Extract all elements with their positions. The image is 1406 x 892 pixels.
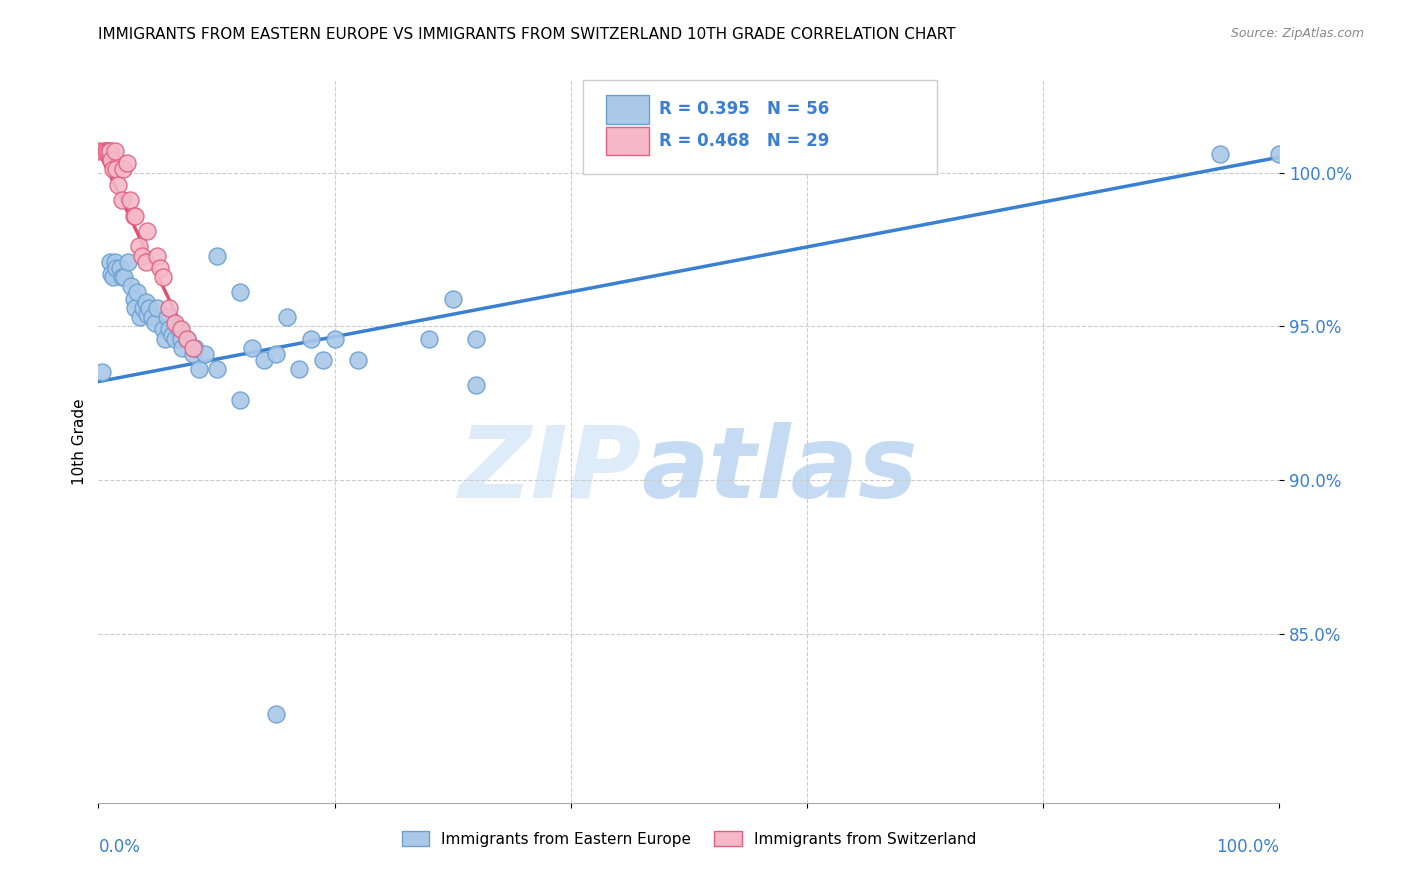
Point [98,144,121,158]
Text: R = 0.468   N = 29: R = 0.468 N = 29 [659,132,830,150]
Point [229,285,252,300]
Point [112,270,135,285]
Point [205,248,228,262]
Point [184,341,207,355]
Point [299,332,322,346]
Point [141,310,163,324]
Point [107,178,129,192]
Point [100,153,122,168]
Legend: Immigrants from Eastern Europe, Immigrants from Switzerland: Immigrants from Eastern Europe, Immigran… [395,825,983,853]
Text: IMMIGRANTS FROM EASTERN EUROPE VS IMMIGRANTS FROM SWITZERLAND 10TH GRADE CORRELA: IMMIGRANTS FROM EASTERN EUROPE VS IMMIGR… [98,27,956,42]
Point [156,310,179,324]
Point [347,353,370,368]
Point [418,332,440,346]
Point [264,347,287,361]
Point [104,144,127,158]
Point [117,254,139,268]
Point [104,254,127,268]
Point [194,347,217,361]
Text: Source: ZipAtlas.com: Source: ZipAtlas.com [1230,27,1364,40]
Point [135,224,157,238]
Text: atlas: atlas [641,422,918,519]
Point [149,260,172,275]
Point [165,332,187,346]
Point [143,316,166,330]
Point [157,301,180,315]
Point [264,706,287,721]
Text: ZIP: ZIP [458,422,641,519]
Point [131,248,153,262]
Point [122,292,145,306]
Point [100,267,122,281]
Point [187,362,209,376]
Point [112,162,135,177]
Point [465,332,488,346]
Point [170,322,193,336]
Point [128,239,150,253]
Point [121,279,143,293]
Point [176,332,198,346]
Point [240,341,263,355]
FancyBboxPatch shape [606,128,648,155]
Point [101,270,124,285]
Point [441,292,464,306]
Point [167,322,190,336]
Point [153,332,176,346]
Point [146,248,169,262]
Point [312,353,335,368]
Text: R = 0.395   N = 56: R = 0.395 N = 56 [659,100,830,118]
Point [253,353,276,368]
Point [465,377,488,392]
Point [229,392,252,407]
Point [1268,147,1291,161]
Point [105,162,128,177]
Point [108,260,131,275]
Point [1209,147,1232,161]
Point [146,301,169,315]
Point [128,310,150,324]
Point [170,332,193,346]
Point [176,332,198,346]
Point [157,322,180,336]
Point [111,270,134,285]
Point [135,294,157,309]
Point [124,209,146,223]
Point [91,365,114,379]
Point [91,144,114,158]
Point [152,270,174,285]
Point [276,310,298,324]
Point [98,254,121,268]
Point [94,144,117,158]
Point [132,301,155,315]
Text: 100.0%: 100.0% [1216,838,1279,855]
Point [135,254,157,268]
Point [172,341,194,355]
Point [87,144,110,158]
Point [181,341,204,355]
FancyBboxPatch shape [606,95,648,124]
Point [135,307,157,321]
FancyBboxPatch shape [582,80,936,174]
Point [288,362,311,376]
Point [152,322,174,336]
Point [98,144,121,158]
Point [127,285,149,300]
Y-axis label: 10th Grade: 10th Grade [72,398,87,485]
Point [181,347,204,361]
Point [120,193,142,207]
Point [323,332,346,346]
Point [122,209,145,223]
Point [205,362,228,376]
Point [138,301,160,315]
Point [96,144,118,158]
Point [101,162,124,177]
Point [111,193,134,207]
Point [160,328,183,343]
Point [124,301,146,315]
Point [115,156,138,170]
Text: 0.0%: 0.0% [98,838,141,855]
Point [105,260,128,275]
Point [165,316,187,330]
